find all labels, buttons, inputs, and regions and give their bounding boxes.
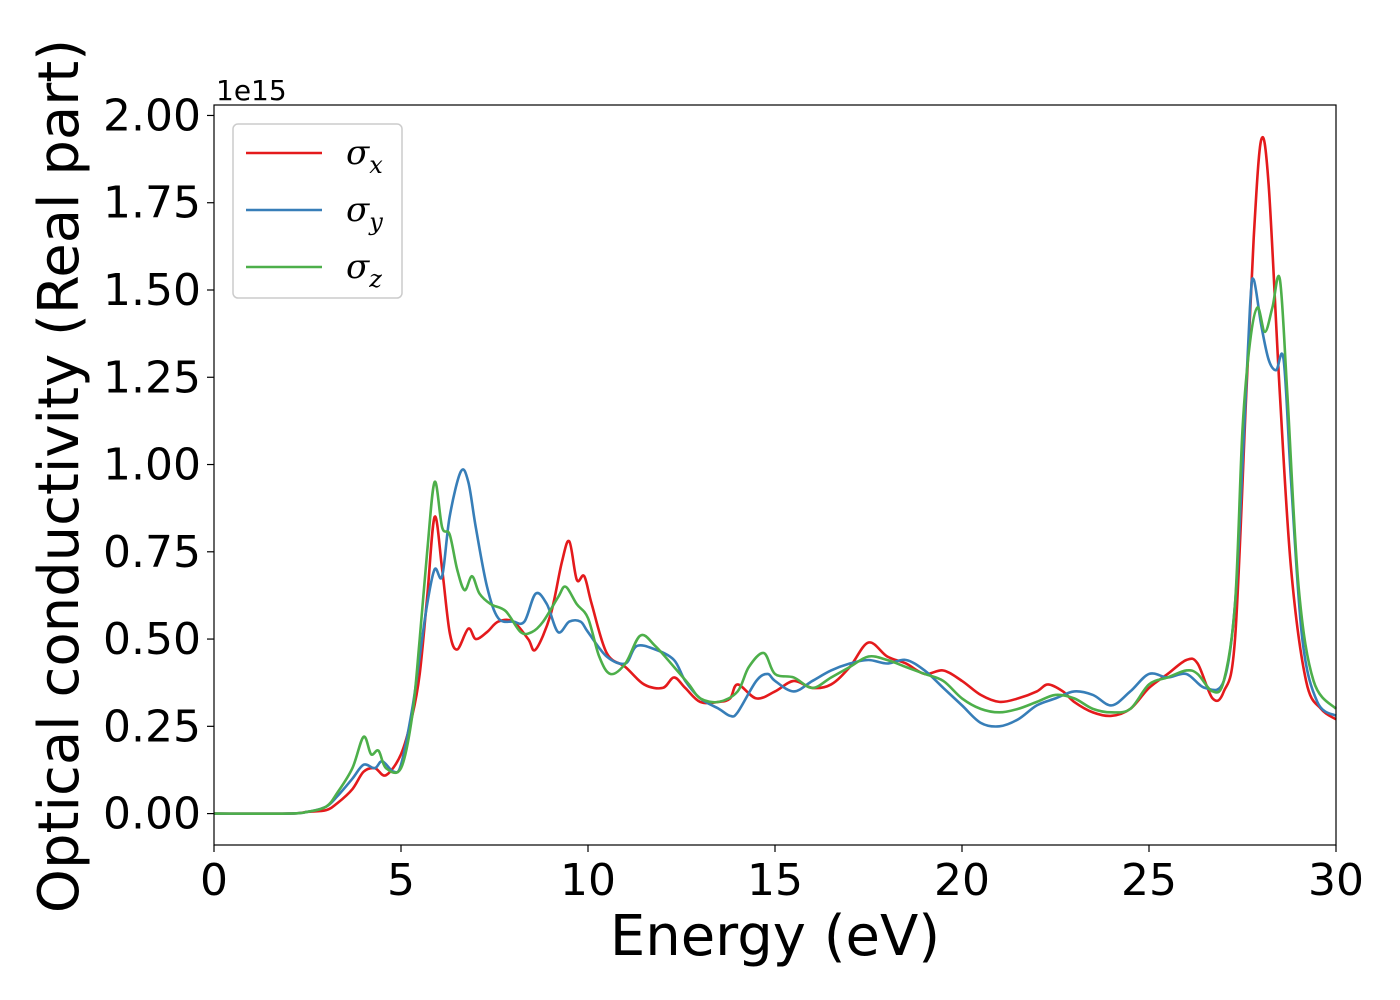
y-tick-label: 1.50 [103, 265, 201, 316]
x-axis-label: Energy (eV) [610, 904, 940, 969]
legend-label-z: σz [346, 247, 382, 293]
y-tick-label: 0.25 [103, 701, 201, 752]
x-tick-label: 25 [1121, 855, 1177, 906]
legend-label-y: σy [346, 190, 383, 236]
x-tick-label: 10 [560, 855, 616, 906]
legend-subscript: x [369, 151, 383, 179]
legend-subscript: y [368, 208, 383, 236]
y-tick-label: 2.00 [103, 90, 201, 141]
x-tick-label: 30 [1308, 855, 1364, 906]
x-axis: 0 5 10 15 20 25 30 [200, 845, 1364, 906]
y-tick-label: 1.25 [103, 352, 201, 403]
x-tick-label: 5 [387, 855, 415, 906]
y-offset-label: 1e15 [216, 74, 287, 107]
x-tick-label: 15 [747, 855, 803, 906]
y-tick-label: 0.00 [103, 789, 201, 840]
series-line-y [213, 277, 1337, 816]
legend-symbol: σ [346, 133, 370, 173]
series-line-x [213, 136, 1337, 816]
series-layer [213, 136, 1338, 816]
legend-label-x: σx [346, 133, 383, 179]
y-axis-label: Optical conductivity (Real part) [27, 39, 92, 913]
x-tick-label: 0 [200, 855, 228, 906]
legend-symbol: σ [346, 190, 370, 230]
y-tick-label: 1.00 [103, 440, 201, 491]
y-axis: 0.00 0.25 0.50 0.75 1.00 1.25 1.50 1.75 2.00 [103, 90, 214, 840]
legend-symbol: σ [346, 247, 370, 287]
legend-subscript: z [368, 265, 382, 293]
y-tick-label: 0.75 [103, 527, 201, 578]
y-tick-label: 1.75 [103, 178, 201, 229]
x-tick-label: 20 [934, 855, 990, 906]
series-line-z [213, 274, 1338, 816]
y-tick-label: 0.50 [103, 614, 201, 665]
